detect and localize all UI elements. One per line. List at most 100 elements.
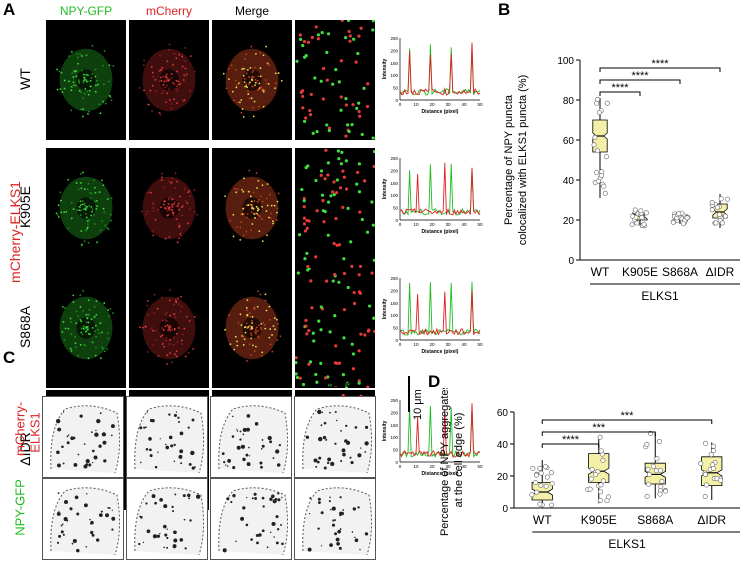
svg-text:100: 100 — [390, 435, 398, 440]
data-point — [654, 456, 660, 462]
data-point — [657, 467, 663, 473]
y-axis-label: Percentage of NPY aggregates — [439, 388, 451, 536]
sig-bracket-2 — [541, 419, 713, 424]
data-point — [641, 221, 647, 227]
svg-text:10: 10 — [413, 342, 419, 347]
data-point — [702, 471, 708, 477]
svg-text:20: 20 — [429, 222, 435, 227]
data-point — [644, 493, 650, 499]
data-point — [723, 213, 729, 219]
data-point — [708, 452, 714, 458]
data-point — [659, 478, 665, 484]
data-point — [533, 480, 539, 486]
svg-text:Intensity: Intensity — [382, 179, 388, 200]
micrograph-row2-col1 — [129, 268, 209, 388]
svg-text:200: 200 — [390, 288, 398, 293]
svg-text:30: 30 — [445, 102, 451, 107]
profile-line-mcherry — [399, 42, 481, 96]
data-point — [715, 204, 721, 210]
chart-b: 0 20 40 60 80 100 Percentage of NPY puncta colo… — [503, 56, 740, 303]
svg-text:10: 10 — [413, 464, 419, 469]
svg-text:Intensity: Intensity — [382, 299, 388, 320]
data-point — [646, 472, 652, 478]
micrograph-row1-col3 — [295, 148, 375, 268]
data-point — [605, 494, 611, 500]
x-tick-label-0: WT — [591, 265, 610, 279]
x-tick-label-2: S868A — [662, 265, 698, 279]
data-point — [530, 465, 536, 471]
svg-text:50: 50 — [477, 102, 483, 107]
data-point — [703, 482, 709, 488]
y-axis-label: at the cell edge (%) — [453, 413, 465, 508]
panelc-col-header-1: K905E — [147, 376, 187, 391]
sig-bracket-0 — [541, 443, 600, 448]
sig-bracket-1 — [541, 431, 656, 436]
svg-text:0: 0 — [399, 222, 402, 227]
sig-label-0: **** — [562, 434, 580, 446]
data-point — [595, 148, 601, 154]
svg-text:150: 150 — [390, 181, 398, 186]
svg-text:200: 200 — [390, 168, 398, 173]
profile-line-gfp — [399, 44, 481, 96]
micrograph-row1-col0 — [46, 148, 126, 268]
panelc-scale-bar — [408, 376, 410, 412]
data-point — [716, 212, 722, 218]
svg-text:50: 50 — [393, 206, 399, 211]
data-point — [597, 497, 603, 503]
inverted-image-row1-col1 — [126, 478, 208, 560]
x-tick-label-1: K905E — [622, 265, 658, 279]
data-point — [684, 215, 690, 221]
data-point — [591, 142, 597, 148]
sig-bracket-0 — [599, 91, 641, 96]
data-point — [537, 501, 543, 507]
data-point — [598, 489, 604, 495]
svg-text:40: 40 — [461, 464, 467, 469]
data-point — [589, 467, 595, 473]
panel-a-label: A — [3, 0, 16, 19]
data-point — [629, 222, 635, 228]
data-point — [600, 457, 606, 463]
data-point — [600, 478, 606, 484]
svg-text:30: 30 — [445, 342, 451, 347]
data-point — [639, 214, 645, 220]
data-point — [549, 481, 555, 487]
data-point — [702, 494, 708, 500]
x-tick-label-0: WT — [533, 513, 552, 527]
svg-text:200: 200 — [390, 48, 398, 53]
data-point — [644, 441, 650, 447]
data-point — [709, 200, 715, 206]
x-tick-label-3: ΔIDR — [706, 265, 735, 279]
row-label-0: WT — [17, 68, 33, 90]
svg-text:200: 200 — [390, 410, 398, 415]
data-point — [549, 502, 555, 508]
data-point — [703, 440, 709, 446]
y-tick-label: 20 — [563, 216, 575, 227]
col-header-mcherry: mCherry — [145, 4, 192, 18]
svg-text:150: 150 — [390, 61, 398, 66]
svg-text:0: 0 — [395, 218, 398, 223]
row-label-2: S868A — [17, 305, 33, 349]
data-point — [542, 464, 548, 470]
svg-text:0: 0 — [399, 102, 402, 107]
y-axis-label: colocalized with ELKS1 puncta (%) — [517, 75, 529, 246]
sig-label-2: **** — [651, 58, 669, 70]
svg-text:100: 100 — [390, 313, 398, 318]
col-header-merge: Merge — [234, 4, 269, 18]
row-label-1: K905E — [17, 185, 33, 229]
svg-text:Intensity: Intensity — [382, 59, 388, 80]
sig-label-0: **** — [611, 82, 629, 94]
data-point — [632, 207, 638, 213]
micrograph-row2-col0 — [46, 268, 126, 388]
micrograph-row0-col2 — [212, 20, 292, 140]
y-tick-label: 20 — [497, 472, 509, 483]
profile-line-gfp — [399, 281, 481, 336]
data-point — [713, 220, 719, 226]
data-point — [698, 461, 704, 467]
svg-text:50: 50 — [393, 86, 399, 91]
inverted-image-row0-col0 — [42, 396, 124, 478]
inverted-image-row1-col3 — [294, 478, 376, 560]
profile-line-mcherry — [399, 162, 481, 216]
y-tick-label: 60 — [497, 408, 509, 419]
inverted-image-row0-col2 — [210, 396, 292, 478]
data-point — [538, 482, 544, 488]
